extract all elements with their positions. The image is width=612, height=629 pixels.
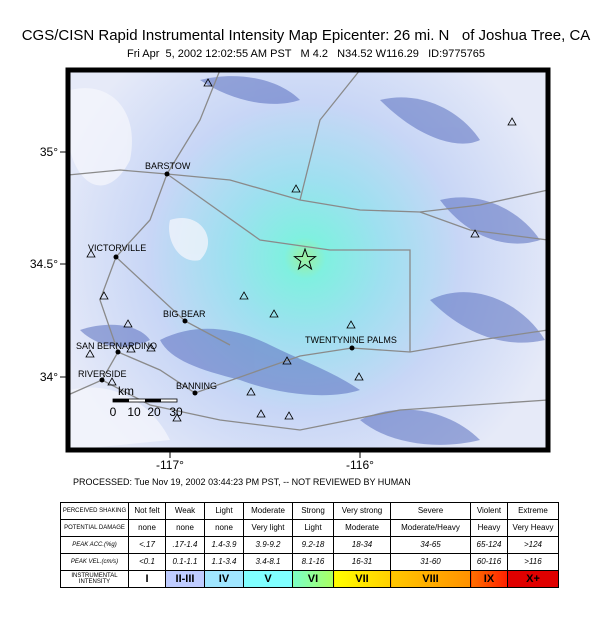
frame-ticks	[60, 151, 361, 458]
city-label: BARSTOW	[145, 161, 191, 171]
legend-cell: 3.9-9.2	[243, 536, 293, 554]
city-label: BIG BEAR	[163, 309, 206, 319]
processed-note: PROCESSED: Tue Nov 19, 2002 03:44:23 PM …	[73, 477, 411, 487]
scale-tick: 30	[169, 405, 183, 419]
scale-tick: 0	[110, 405, 117, 419]
legend-cell: .17-1.4	[165, 536, 205, 554]
legend-cell: Light	[292, 519, 334, 537]
legend-cell: none	[165, 519, 205, 537]
lat-tick-label: 34.5°	[30, 257, 58, 271]
legend-row: POTENTIAL DAMAGE none none none Very light Li…	[60, 519, 559, 537]
map-figure: CGS/CISN Rapid Instrumental Intensity Ma…	[22, 27, 591, 487]
stations	[85, 78, 517, 422]
legend-cell: Moderate	[333, 519, 391, 537]
lat-tick-label: 35°	[40, 145, 58, 159]
lat-tick-label: 34°	[40, 370, 58, 384]
city-label: SAN BERNARDINO	[76, 341, 157, 351]
legend-cell: X+	[507, 570, 559, 588]
legend-cell: Heavy	[470, 519, 508, 537]
legend-row: PERCEIVED SHAKING Not felt Weak Light Modera…	[60, 502, 559, 520]
legend-cell: Very light	[243, 519, 293, 537]
legend-cell: 18-34	[333, 536, 391, 554]
legend-cell: V	[243, 570, 293, 588]
lon-tick-label: -117°	[156, 458, 184, 472]
legend-cell: none	[204, 519, 244, 537]
legend-row-label: POTENTIAL DAMAGE	[60, 519, 129, 537]
subtitle: Fri Apr 5, 2002 12:02:55 AM PST M 4.2 N3…	[127, 48, 485, 60]
legend-cell: Weak	[165, 502, 205, 520]
legend-cell: <.17	[128, 536, 166, 554]
legend-row-label: PEAK ACC.(%g)	[60, 536, 129, 554]
legend-cell: Extreme	[507, 502, 559, 520]
legend-cell: 31-60	[390, 553, 471, 571]
city-dots	[99, 171, 355, 396]
legend-cell: <0.1	[128, 553, 166, 571]
legend-cell: Moderate/Heavy	[390, 519, 471, 537]
city-label: VICTORVILLE	[88, 243, 146, 253]
legend-cell: Moderate	[243, 502, 293, 520]
legend-cell: IV	[204, 570, 244, 588]
legend-cell: 60-116	[470, 553, 508, 571]
legend-row: PEAK VEL.(cm/s) <0.1 0.1-1.1 1.1-3.4 3.4-8.1…	[60, 553, 559, 571]
legend-cell: Severe	[390, 502, 471, 520]
legend-cell: Violent	[470, 502, 508, 520]
legend-cell: VIII	[390, 570, 471, 588]
legend-cell: none	[128, 519, 166, 537]
map: BARSTOW VICTORVILLE BIG BEAR SAN BERNARD…	[30, 67, 551, 472]
legend-cell: >116	[507, 553, 559, 571]
city-label: TWENTYNINE PALMS	[305, 335, 397, 345]
lon-tick-label: -116°	[346, 458, 374, 472]
city-label: RIVERSIDE	[78, 369, 127, 379]
city-label: BANNING	[176, 381, 217, 391]
legend-row: PEAK ACC.(%g) <.17.17-1.4 1.4-3.9 3.9-9.2 9.…	[60, 536, 559, 554]
legend-row-label: PERCEIVED SHAKING	[60, 502, 129, 520]
legend-cell: Strong	[292, 502, 334, 520]
epicenter	[293, 247, 317, 271]
legend-cell: VII	[333, 570, 391, 588]
scale-unit: km	[118, 384, 134, 398]
legend-cell: 1.1-3.4	[204, 553, 244, 571]
legend-cell: Not felt	[128, 502, 166, 520]
city-labels: BARSTOW VICTORVILLE BIG BEAR SAN BERNARD…	[76, 161, 397, 391]
legend-cell: 0.1-1.1	[165, 553, 205, 571]
legend-cell: VI	[292, 570, 334, 588]
legend-cell: 65-124	[470, 536, 508, 554]
title: CGS/CISN Rapid Instrumental Intensity Ma…	[22, 27, 591, 44]
legend-cell: 9.2-18	[292, 536, 334, 554]
intensity-legend: PERCEIVED SHAKING Not felt Weak Light Modera…	[60, 502, 559, 588]
legend-cell: I	[128, 570, 166, 588]
legend-row-label: INSTRUMENTAL INTENSITY	[60, 570, 129, 588]
coordinate-labels: 35° 34.5° 34° -117° -116°	[30, 145, 374, 472]
scale-bar: km 0 10 20 30	[110, 384, 183, 419]
terrain	[80, 76, 545, 445]
scale-tick: 10	[127, 405, 141, 419]
legend-cell: 16-31	[333, 553, 391, 571]
legend-cell: IX	[470, 570, 508, 588]
legend-cell: 1.4-3.9	[204, 536, 244, 554]
legend-cell: Light	[204, 502, 244, 520]
legend-row-label: PEAK VEL.(cm/s)	[60, 553, 129, 571]
legend-cell: 3.4-8.1	[243, 553, 293, 571]
map-frame	[65, 67, 551, 453]
legend-cell: 34-65	[390, 536, 471, 554]
valleys	[70, 88, 209, 450]
legend-row: INSTRUMENTAL INTENSITY I II-III IV V VI VII VII…	[60, 570, 559, 588]
legend-cell: II-III	[165, 570, 205, 588]
legend-cell: Very strong	[333, 502, 391, 520]
legend-cell: 8.1-16	[292, 553, 334, 571]
scale-tick: 20	[147, 405, 161, 419]
legend-cell: Very Heavy	[507, 519, 559, 537]
legend-cell: >124	[507, 536, 559, 554]
